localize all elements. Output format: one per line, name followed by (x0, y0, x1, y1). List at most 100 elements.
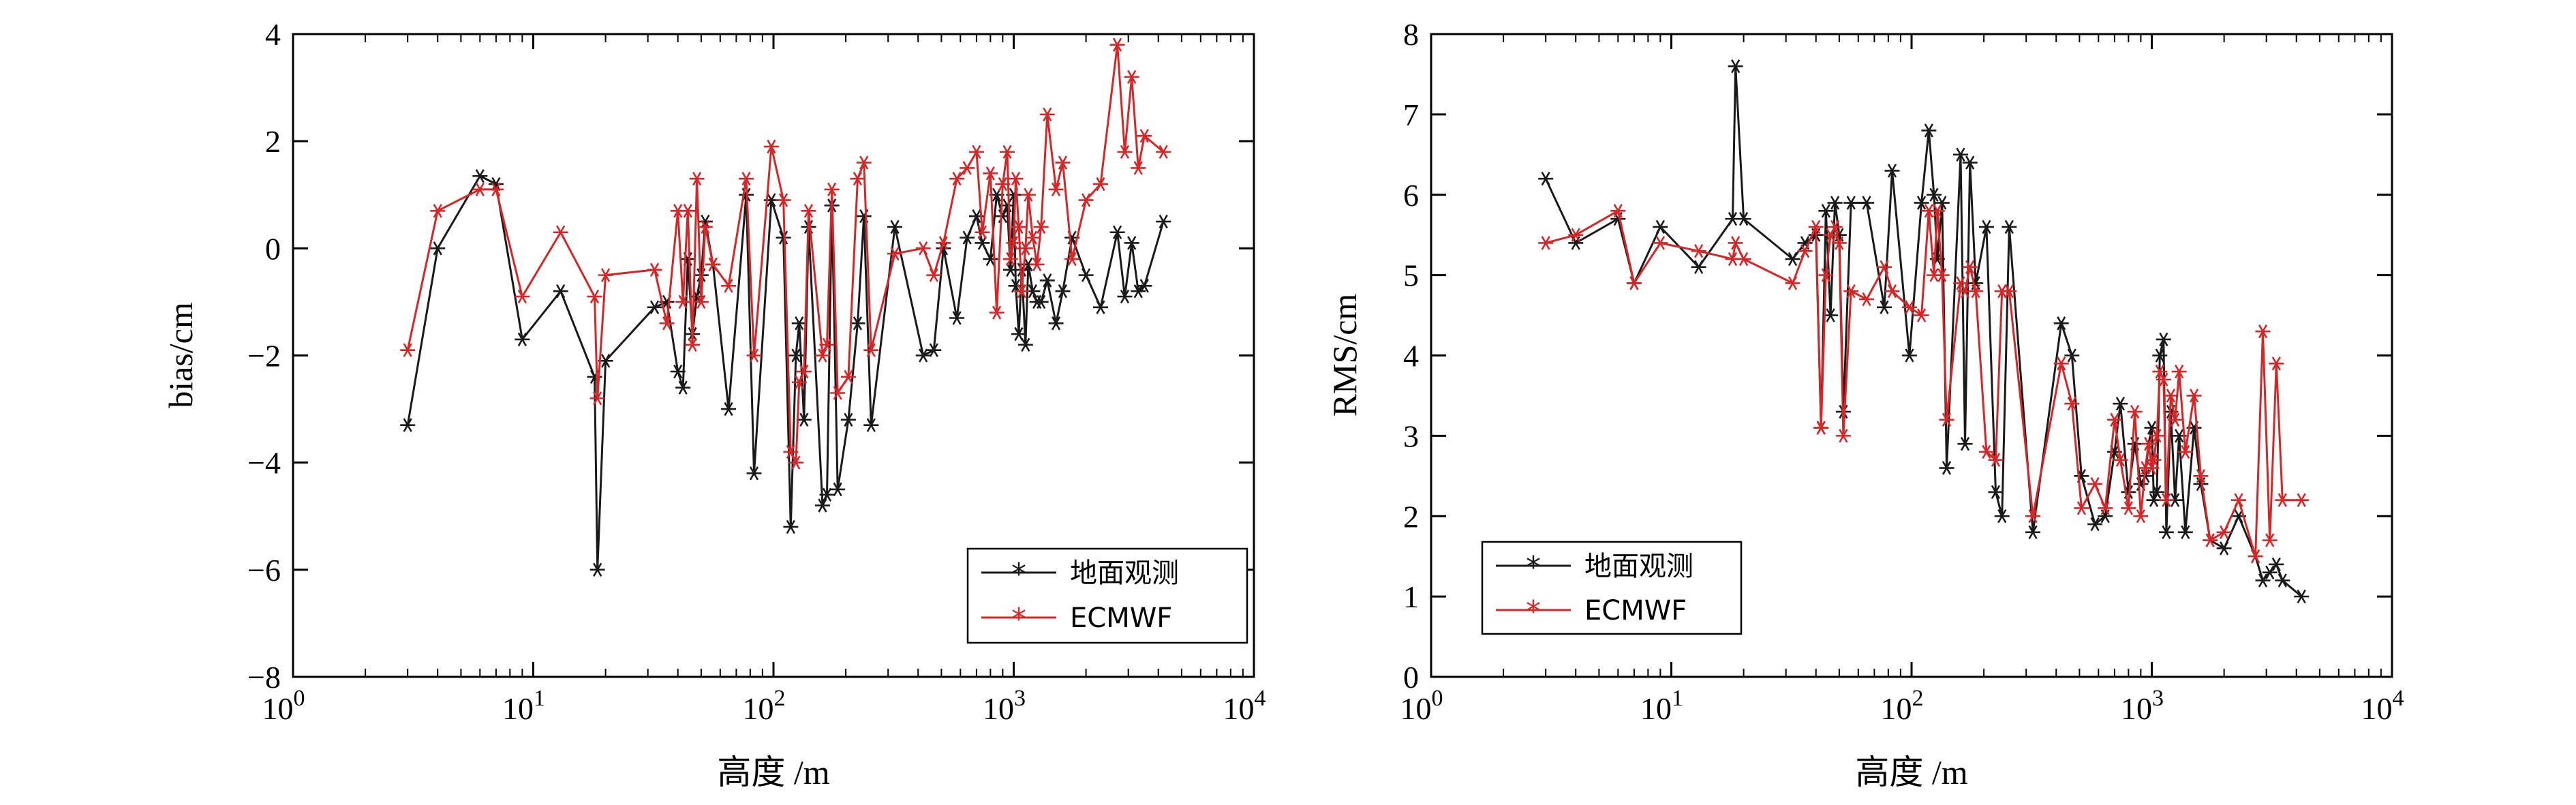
right-point-ecmwf (1785, 276, 1800, 290)
left-point-ecmwf (776, 193, 791, 207)
right-y-tick-label: 7 (1403, 97, 1419, 132)
left-point-ecmwf (746, 348, 762, 363)
left-point-ground (949, 311, 965, 325)
left-y-axis-title: bias/cm (162, 302, 200, 408)
left-point-ecmwf (659, 316, 675, 331)
right-point-ecmwf (1827, 219, 1843, 234)
left-point-ecmwf (989, 305, 1005, 320)
right-point-ground (2113, 397, 2128, 411)
right-x-tick-label: 104 (2361, 686, 2404, 726)
right-y-axis-title: RMS/cm (1325, 294, 1364, 417)
left-legend-label-ecmwf: ECMWF (1070, 603, 1172, 634)
left-point-ecmwf (824, 182, 840, 197)
right-point-ecmwf (2087, 476, 2103, 491)
left-point-ecmwf (856, 155, 872, 170)
left-x-axis-title: 高度 /m (717, 753, 829, 791)
right-point-ecmwf (1934, 268, 1950, 282)
right-point-ground (2275, 573, 2290, 588)
right-series-line-ground (1544, 65, 2303, 598)
left-point-ground (515, 332, 530, 347)
right-point-ground (1939, 461, 1954, 475)
right-point-ecmwf (1691, 244, 1706, 258)
right-point-ecmwf (1728, 236, 1743, 250)
left-point-ecmwf (1025, 230, 1041, 245)
right-y-tick-label: 2 (1403, 499, 1419, 534)
left-point-ground (960, 230, 975, 245)
left-point-ecmwf (887, 247, 903, 261)
left-point-ecmwf (1055, 155, 1071, 170)
left-point-ground (983, 252, 998, 267)
right-legend-marker-ecmwf: * (1526, 594, 1541, 629)
right-point-ground (2064, 348, 2080, 363)
right-y-tick-label: 6 (1403, 178, 1419, 213)
right-y-tick-label: 4 (1403, 339, 1419, 374)
left-point-ground (1011, 326, 1026, 341)
right-point-ground (2158, 525, 2174, 540)
right-point-ecmwf (1736, 252, 1751, 267)
left-y-tick-label: −2 (247, 339, 281, 374)
right-point-ecmwf (1843, 284, 1859, 299)
right-point-ground (2025, 525, 2041, 540)
right-legend-marker-ground: * (1526, 550, 1541, 585)
left-point-ecmwf (515, 289, 530, 304)
right-point-ecmwf (2146, 453, 2162, 467)
right-legend-label-ecmwf: ECMWF (1584, 595, 1687, 626)
right-point-ecmwf (2216, 525, 2232, 540)
right-point-ecmwf (2141, 436, 2156, 451)
left-point-ecmwf (689, 171, 705, 186)
left-point-ground (1055, 284, 1071, 299)
left-point-ecmwf (647, 262, 662, 277)
left-point-ecmwf (488, 182, 504, 197)
left-point-ecmwf (1020, 187, 1036, 202)
right-point-ecmwf (1538, 236, 1554, 250)
left-x-tick-label: 103 (983, 686, 1026, 726)
right-point-ecmwf (1978, 444, 1994, 459)
right-point-ecmwf (1988, 453, 2004, 467)
right-point-ecmwf (2053, 356, 2069, 371)
right-point-ecmwf (1901, 300, 1917, 314)
right-y-tick-label: 1 (1403, 579, 1419, 614)
left-point-ecmwf (830, 386, 846, 400)
left-y-tick-label: −4 (247, 446, 281, 481)
left-point-ecmwf (697, 219, 713, 234)
right-point-ecmwf (2275, 493, 2290, 507)
left-point-ground (1156, 214, 1171, 229)
left-point-ground (1048, 316, 1064, 331)
right-point-ecmwf (2149, 429, 2164, 443)
right-point-ground (1691, 260, 1706, 275)
right-point-ecmwf (1568, 228, 1584, 242)
right-point-ecmwf (2167, 412, 2183, 427)
left-point-ground (850, 316, 865, 331)
left-point-ground (788, 348, 803, 363)
left-point-ground (814, 498, 830, 513)
left-chart: 100 101 102 103 104 −8 −6 −4 −2 0 2 4 bias/cm 高度 /m… (162, 17, 1266, 791)
left-point-ecmwf (693, 294, 709, 309)
left-point-ecmwf (819, 337, 835, 352)
left-legend-label-ground: 地面观测 (1070, 558, 1179, 589)
left-point-ground (1039, 273, 1055, 288)
right-point-ecmwf (1962, 260, 1978, 275)
left-point-ecmwf (1064, 252, 1080, 267)
left-point-ground (926, 343, 942, 357)
left-point-ground (697, 214, 713, 229)
left-point-ground (1033, 294, 1049, 309)
left-point-ground (553, 284, 568, 299)
left-point-ecmwf (936, 236, 951, 250)
right-point-ground (2149, 485, 2164, 500)
left-point-ground (796, 412, 812, 427)
left-point-ecmwf (1033, 219, 1049, 234)
right-point-ecmwf (1968, 284, 1984, 299)
left-point-ecmwf (680, 204, 696, 218)
right-point-ground (1914, 196, 1929, 210)
left-point-ground (1078, 268, 1094, 282)
right-point-ecmwf (2294, 493, 2310, 507)
right-x-tick-label: 103 (2121, 686, 2164, 726)
right-point-ground (1921, 123, 1937, 138)
left-point-ecmwf (1008, 171, 1024, 186)
left-point-ecmwf (1039, 107, 1055, 122)
right-point-ground (1728, 59, 1743, 74)
right-point-ecmwf (2106, 412, 2122, 427)
right-point-ground (2053, 316, 2069, 331)
right-point-ground (2255, 573, 2271, 588)
right-point-ecmwf (2203, 533, 2218, 547)
